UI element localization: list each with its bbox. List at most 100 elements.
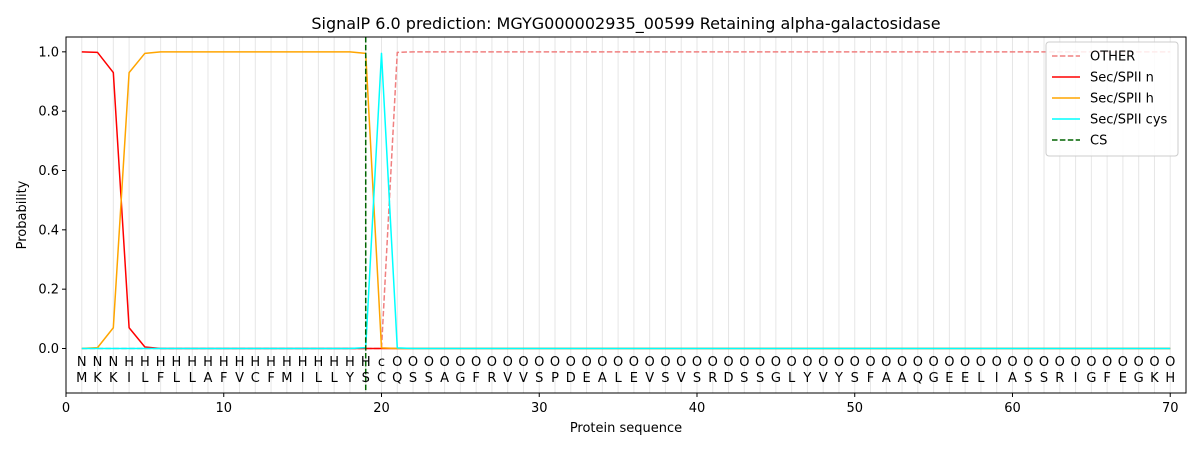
region-label: O [629,355,639,370]
x-tick-label: 70 [1162,401,1179,416]
region-label: O [928,355,938,370]
residue-label: D [566,371,576,386]
residue-label: M [281,371,292,386]
region-label: O [834,355,844,370]
region-label: H [250,355,260,370]
residue-label: F [267,371,274,386]
region-label: H [235,355,245,370]
region-label: O [439,355,449,370]
series-line-sec-spii-h [81,51,1171,350]
legend-entry-label: CS [1090,134,1107,149]
y-tick-label: 0.2 [38,283,59,298]
region-label: O [392,355,402,370]
region-label: O [1039,355,1049,370]
residue-label: A [898,371,907,386]
x-axis-label: Protein sequence [570,421,682,436]
residue-label: A [440,371,449,386]
residue-label: S [1040,371,1048,386]
residue-label: S [661,371,669,386]
residue-label: V [503,371,512,386]
residue-label: G [1134,371,1144,386]
region-label: O [471,355,481,370]
series-line-other [81,51,1171,350]
residue-label: L [173,371,181,386]
region-label: O [960,355,970,370]
residue-label: Q [913,371,923,386]
residue-label: E [961,371,969,386]
region-label: O [865,355,875,370]
region-label: O [487,355,497,370]
region-label: O [408,355,418,370]
residue-label: V [677,371,686,386]
residue-label: A [204,371,213,386]
residue-label: I [995,371,999,386]
residue-label: R [1055,371,1064,386]
residue-label: L [141,371,149,386]
grid-layer [81,37,1171,393]
residue-label: V [645,371,654,386]
legend-entry-label: Sec/SPII cys [1090,113,1168,128]
region-label: O [581,355,591,370]
residue-label: S [409,371,417,386]
region-label: N [93,355,103,370]
plot-frame [65,36,1187,394]
region-label: O [1149,355,1159,370]
region-label: H [298,355,308,370]
residue-label: G [771,371,781,386]
y-tick-label: 0.8 [38,105,59,120]
residue-label: E [630,371,638,386]
region-label: O [424,355,434,370]
sequence-labels: NMNKNKHIHLHFHLHLHAHFHVHCHFHMHIHLHLHYHScC… [76,355,1175,386]
region-label: O [723,355,733,370]
region-label: H [140,355,150,370]
legend-entry-label: Sec/SPII n [1090,71,1154,86]
x-tick-label: 50 [846,401,863,416]
residue-label: K [109,371,118,386]
region-label: O [818,355,828,370]
region-label: O [1086,355,1096,370]
series-line-sec-spii-cys [81,52,1171,350]
residue-label: G [929,371,939,386]
x-tick-label: 40 [689,401,706,416]
residue-label: R [487,371,496,386]
region-label: O [1055,355,1065,370]
residue-label: L [189,371,197,386]
residue-label: I [1074,371,1078,386]
region-label: c [378,355,385,370]
x-tick-label: 60 [1004,401,1021,416]
residue-label: L [977,371,985,386]
region-label: H [361,355,371,370]
residue-label: A [882,371,891,386]
region-label: H [282,355,292,370]
residue-label: A [598,371,607,386]
region-label: O [881,355,891,370]
residue-label: G [455,371,465,386]
region-label: H [124,355,134,370]
residue-label: K [93,371,102,386]
region-label: O [1070,355,1080,370]
region-label: O [1134,355,1144,370]
y-tick-label: 0.6 [38,164,59,179]
region-label: O [787,355,797,370]
region-label: O [518,355,528,370]
region-label: H [203,355,213,370]
region-label: O [1007,355,1017,370]
residue-label: S [740,371,748,386]
region-label: O [692,355,702,370]
region-label: O [1102,355,1112,370]
residue-label: L [331,371,339,386]
residue-label: F [472,371,479,386]
residue-label: E [945,371,953,386]
region-label: O [913,355,923,370]
region-label: O [676,355,686,370]
y-tick-label: 1.0 [38,45,59,60]
residue-label: H [1165,371,1175,386]
residue-label: F [867,371,874,386]
region-label: O [1118,355,1128,370]
region-label: O [597,355,607,370]
region-label: O [503,355,513,370]
residue-label: V [235,371,244,386]
region-label: H [345,355,355,370]
axes: 0 10 20 30 40 50 60 70 0.0 0.2 0.4 0.6 0.8 1.0 [38,45,1178,416]
